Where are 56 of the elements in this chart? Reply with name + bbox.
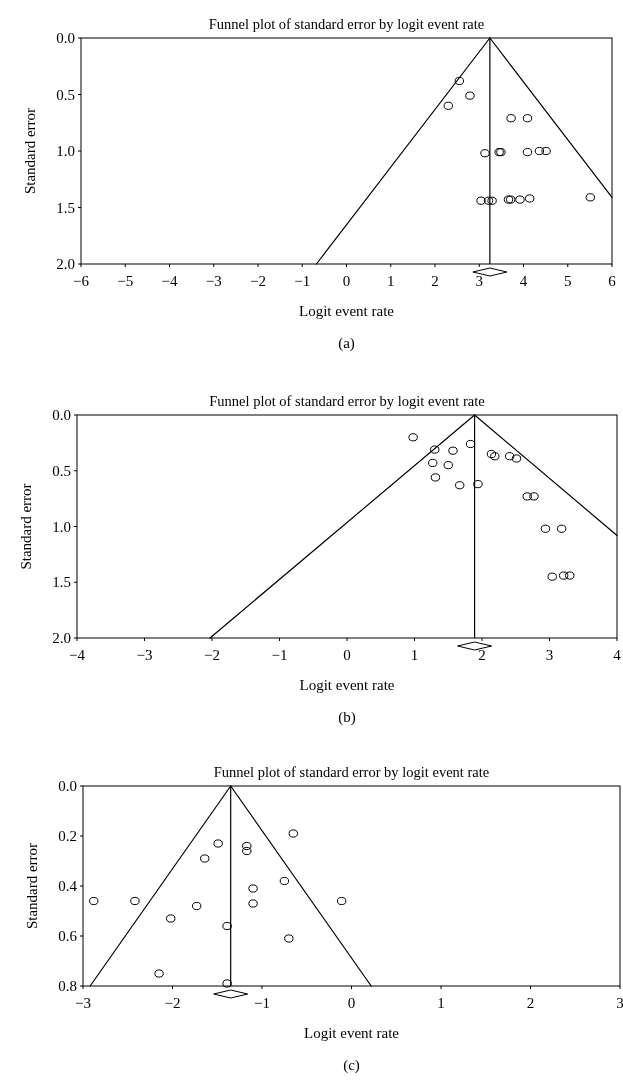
x-tick-label: 2 xyxy=(478,647,486,663)
text: (a) xyxy=(338,335,355,352)
x-tick-label: −2 xyxy=(204,647,220,663)
x-tick-label: −4 xyxy=(69,647,86,663)
x-tick-label: −2 xyxy=(164,995,181,1011)
x-tick-label: 1 xyxy=(410,647,419,663)
y-axis-title: Standard error xyxy=(24,842,40,930)
x-tick-label: −1 xyxy=(294,273,311,289)
y-tick-label: 0.5 xyxy=(52,462,71,479)
x-tick-label: 0 xyxy=(342,273,351,289)
y-tick-label: 0.5 xyxy=(56,86,75,103)
y-tick-label: 2.0 xyxy=(52,630,71,646)
y-tick-label: 0.0 xyxy=(52,407,71,423)
y-tick-label: 1.0 xyxy=(52,518,71,535)
text: (b) xyxy=(338,709,356,726)
x-tick-label: 3 xyxy=(475,273,483,289)
x-axis-title: Logit event rate xyxy=(299,303,395,319)
text: (c) xyxy=(343,1057,360,1074)
x-tick-label: −2 xyxy=(250,273,266,289)
y-tick-label: 2.0 xyxy=(56,256,75,272)
x-tick-label: −3 xyxy=(136,647,153,663)
y-tick-label: 0.0 xyxy=(58,778,77,794)
x-axis-title: Logit event rate xyxy=(304,1025,400,1041)
x-axis-title: Logit event rate xyxy=(299,677,395,693)
y-tick-label: 0.4 xyxy=(58,878,78,894)
x-tick-label: 0 xyxy=(347,995,356,1011)
x-tick-label: −3 xyxy=(75,995,91,1011)
y-axis-title: Standard error xyxy=(22,107,38,195)
y-tick-label: 1.5 xyxy=(52,574,71,591)
x-tick-label: 0 xyxy=(343,647,351,663)
x-tick-label: 3 xyxy=(616,995,623,1011)
y-tick-label: 0.6 xyxy=(58,928,78,944)
x-tick-label: −1 xyxy=(271,647,288,663)
x-tick-label: 2 xyxy=(526,995,535,1011)
x-tick-label: 5 xyxy=(564,273,572,289)
x-tick-label: 1 xyxy=(437,995,445,1011)
x-tick-label: −6 xyxy=(73,273,90,289)
x-tick-label: 4 xyxy=(519,273,528,289)
chart-title: Funnel plot of standard error by logit event rate xyxy=(213,764,490,780)
x-tick-label: −5 xyxy=(117,273,134,289)
x-tick-label: 4 xyxy=(613,647,622,663)
chart-title: Funnel plot of standard error by logit event rate xyxy=(208,16,485,32)
y-tick-label: 0.2 xyxy=(58,828,77,844)
chart-title: Funnel plot of standard error by logit event rate xyxy=(209,393,485,409)
x-tick-label: −4 xyxy=(161,273,178,289)
x-tick-label: 1 xyxy=(387,273,395,289)
y-axis-title: Standard error xyxy=(18,483,34,570)
x-tick-label: −1 xyxy=(254,995,270,1011)
y-tick-label: 1.0 xyxy=(56,143,75,159)
x-tick-label: −3 xyxy=(205,273,222,289)
x-tick-label: 2 xyxy=(431,273,439,289)
x-tick-label: 6 xyxy=(608,273,617,289)
y-tick-label: 1.5 xyxy=(56,199,75,216)
y-tick-label: 0.0 xyxy=(56,30,75,46)
x-tick-label: 3 xyxy=(545,647,554,663)
y-tick-label: 0.8 xyxy=(58,978,77,994)
